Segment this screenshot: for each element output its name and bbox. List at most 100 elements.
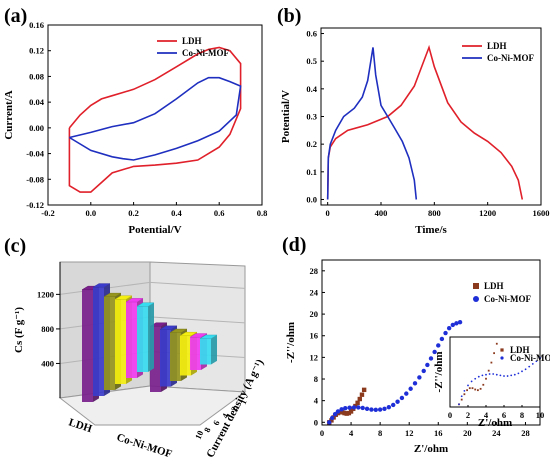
z-tick-label: 800 [41,324,54,334]
legend-label-co-ni-mof: Co-Ni-MOF [487,53,534,63]
data-point-co-ni-mof [513,373,516,376]
data-point-co-ni-mof [428,356,434,361]
y-tick-label: 0.0 [306,194,317,204]
data-point-co-ni-mof [470,380,473,383]
data-point-ldh [359,392,365,397]
bar-top [159,325,178,330]
x-tick-label: 800 [428,208,441,218]
y-tick-label: 0.3 [306,112,317,122]
y-tick-label: 8 [314,374,318,384]
x-tick-label: 8 [378,428,382,438]
y-tick-label: -0.12 [26,200,44,210]
category-label-4: 4 [220,411,231,420]
legend-label-ldh: LDH [510,345,530,355]
data-point-ldh [479,387,482,390]
x-tick-label: 10 [536,410,545,420]
bar-top [199,334,218,339]
x-tick-label: 0.8 [257,208,268,218]
data-point-co-ni-mof [425,362,430,368]
data-point-co-ni-mof [528,365,531,368]
chart-floor [58,385,247,426]
data-point-co-ni-mof [332,411,338,417]
bar-top [125,298,144,303]
data-point-ldh [482,383,485,386]
legend-label-co-ni-mof: Co-Ni-MOF [182,48,229,58]
legend-label-ldh: LDH [484,281,504,291]
bar-top [92,283,111,288]
bar-top [189,333,208,338]
data-point-ldh [493,352,495,355]
legend-swatch-co-ni-mof [500,356,504,360]
data-point-ldh [471,387,474,390]
data-point-ldh [460,398,463,401]
y-tick-label: 0 [314,417,318,427]
bar-top [136,302,155,307]
data-point-co-ni-mof [454,321,459,326]
data-point-ldh [361,387,367,393]
data-point-co-ni-mof [412,381,418,386]
bar-front [150,326,161,392]
group-label-co-ni-mof: Co-Ni-MOF [115,431,174,460]
data-point-ldh [329,418,334,423]
data-point-ldh [495,342,498,345]
data-point-co-ni-mof [457,320,463,325]
series-line-co-ni-mof [326,47,418,200]
legend-label-ldh: LDH [487,41,507,51]
x-tick-label: 0.2 [128,208,139,218]
data-point-co-ni-mof [436,343,441,348]
data-point-co-ni-mof [495,373,498,376]
bar-front [200,338,211,365]
data-point-co-ni-mof [382,406,387,411]
y-tick-label: 0.04 [29,97,45,107]
data-point-co-ni-mof [329,415,335,421]
data-point-co-ni-mof [474,377,477,380]
y-tick-label: 0.12 [29,46,44,56]
series-line-co-ni-mof [68,76,242,161]
z-tick-label: 1200 [37,289,54,299]
y-tick-label: 24 [310,287,319,297]
series-line-ldh [68,46,242,193]
x-tick-label: 0 [448,410,452,420]
data-point-co-ni-mof [343,406,348,411]
data-point-co-ni-mof [531,363,534,365]
grid-line [149,316,246,324]
bar-top [169,328,188,333]
plot-frame [449,336,541,408]
data-point-ldh [468,387,471,390]
data-point-ldh [357,396,362,402]
y-tick-label: 28 [310,266,319,276]
data-point-co-ni-mof [377,407,383,412]
category-label-10: 10 [193,429,206,441]
x-tick-label: 1600 [533,208,550,218]
data-point-ldh [477,389,479,392]
data-point-co-ni-mof [439,336,445,342]
data-point-co-ni-mof [477,375,480,378]
legend-swatch-co-ni-mof [473,296,479,302]
x-tick-label: 20 [463,428,472,438]
data-point-co-ni-mof [450,322,455,328]
data-point-co-ni-mof [327,420,332,425]
data-point-co-ni-mof [510,374,513,377]
category-label-1: 1 [238,398,249,406]
y-axis-label: Cs (F g⁻¹) [13,307,25,353]
x-tick-label: 24 [492,428,501,438]
x-axis-label: Time/s [415,224,447,236]
bar-side [148,302,154,372]
data-point-co-ni-mof [373,407,378,413]
data-point-co-ni-mof [395,399,400,404]
data-point-ldh [348,409,354,414]
data-point-co-ni-mof [521,370,523,373]
y-axis-label: Potential/V [280,90,292,143]
data-point-co-ni-mof [503,375,505,377]
data-point-co-ni-mof [391,402,396,408]
bar-ldh-10 [136,302,155,372]
legend-label-co-ni-mof: Co-Ni-MOF [484,294,531,304]
data-point-ldh [463,393,466,396]
data-point-co-ni-mof [347,405,352,410]
data-point-co-ni-mof [339,407,344,412]
data-point-co-ni-mof [506,375,509,377]
panel-b: (b) 0 400 800 1200 1600 0.0 0.1 0.2 0.3 0.4 0.5 0.6 T… [277,5,550,236]
bar-top [103,292,122,297]
legend-label-ldh: LDH [182,36,202,46]
